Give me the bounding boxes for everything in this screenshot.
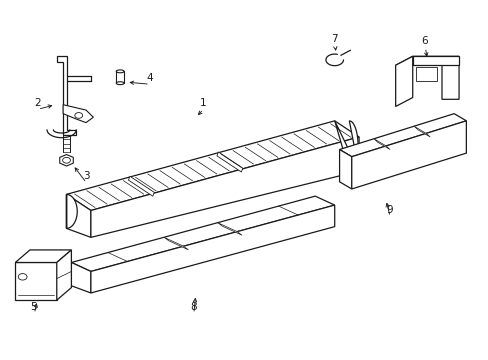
Polygon shape: [57, 250, 71, 300]
Polygon shape: [66, 194, 77, 228]
Circle shape: [62, 157, 70, 163]
Circle shape: [18, 274, 27, 280]
Polygon shape: [57, 56, 76, 135]
Polygon shape: [71, 196, 334, 271]
Text: 7: 7: [331, 35, 337, 44]
Polygon shape: [66, 194, 91, 237]
Polygon shape: [415, 67, 436, 81]
Text: 5: 5: [30, 302, 37, 312]
Polygon shape: [339, 114, 466, 157]
Polygon shape: [413, 126, 429, 137]
Circle shape: [75, 113, 82, 118]
Polygon shape: [116, 71, 124, 83]
Polygon shape: [395, 56, 458, 99]
Text: 8: 8: [190, 302, 196, 312]
Polygon shape: [66, 121, 358, 211]
Polygon shape: [15, 250, 71, 262]
Polygon shape: [217, 152, 243, 172]
Polygon shape: [91, 137, 358, 237]
Polygon shape: [163, 237, 188, 250]
Polygon shape: [395, 56, 412, 107]
Text: 3: 3: [82, 171, 89, 181]
Polygon shape: [71, 262, 91, 293]
Text: 1: 1: [199, 98, 206, 108]
Text: 4: 4: [146, 73, 152, 83]
Polygon shape: [339, 149, 351, 189]
Text: 2: 2: [34, 98, 41, 108]
Ellipse shape: [116, 70, 124, 73]
Polygon shape: [15, 262, 57, 300]
Text: 6: 6: [421, 36, 427, 46]
Polygon shape: [128, 176, 154, 196]
Polygon shape: [412, 56, 458, 65]
Text: 9: 9: [386, 206, 392, 216]
Polygon shape: [63, 105, 93, 123]
Polygon shape: [60, 154, 73, 166]
Polygon shape: [351, 121, 466, 189]
Polygon shape: [334, 121, 358, 171]
Polygon shape: [91, 205, 334, 293]
Ellipse shape: [116, 82, 124, 85]
Polygon shape: [373, 139, 389, 149]
Polygon shape: [217, 223, 242, 235]
